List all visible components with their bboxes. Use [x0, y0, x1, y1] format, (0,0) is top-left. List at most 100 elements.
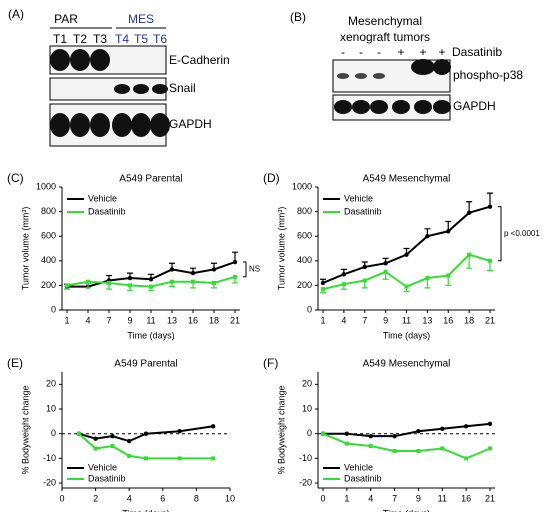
- band: [150, 113, 170, 137]
- treatment-sign: +: [419, 45, 426, 59]
- marker: [446, 273, 451, 278]
- marker: [148, 277, 154, 282]
- error-bar: [487, 192, 493, 207]
- legend-label: Vehicle: [88, 462, 117, 472]
- marker: [110, 444, 115, 449]
- marker: [107, 280, 111, 285]
- y-tick-label: 1000: [292, 181, 312, 191]
- marker: [404, 252, 409, 257]
- lane-label: T5: [134, 32, 148, 46]
- band: [50, 113, 70, 137]
- panel-label: (B): [290, 10, 306, 24]
- panel-b: (B) Mesenchymal xenograft tumors - - - +…: [290, 10, 523, 121]
- x-tick-label: 4: [368, 493, 373, 503]
- lane-label: T6: [153, 32, 167, 46]
- x-axis-label: Time (days): [127, 330, 174, 340]
- marker: [211, 456, 216, 461]
- y-tick-label: 0: [51, 304, 56, 314]
- marker: [149, 284, 153, 289]
- band: [112, 113, 132, 137]
- band: [50, 49, 70, 71]
- group-label: PAR: [54, 12, 78, 26]
- marker: [169, 267, 175, 272]
- marker: [487, 204, 493, 209]
- x-tick-label: 0: [59, 493, 64, 503]
- x-tick-label: 1: [320, 315, 325, 325]
- lane-label: T3: [93, 32, 107, 46]
- annotation: NS: [249, 265, 260, 274]
- row-label: phospho-p38: [453, 68, 523, 82]
- treatment-sign: +: [397, 45, 404, 59]
- y-tick-label: -20: [43, 477, 56, 487]
- x-tick-label: 11: [438, 493, 447, 503]
- marker: [86, 279, 90, 284]
- x-tick-label: 8: [194, 493, 199, 503]
- marker: [144, 456, 148, 461]
- marker: [211, 424, 216, 429]
- marker: [416, 429, 421, 434]
- panel-label: (F): [263, 356, 278, 370]
- x-tick-label: 6: [160, 493, 165, 503]
- y-tick-label: -20: [299, 477, 312, 487]
- marker: [143, 431, 149, 436]
- marker: [321, 287, 325, 292]
- panel-label: (E): [7, 356, 23, 370]
- lane-label: T1: [53, 32, 67, 46]
- band: [433, 100, 451, 114]
- marker: [488, 446, 492, 451]
- x-tick-label: 1: [64, 315, 69, 325]
- x-tick-label: 13: [422, 315, 432, 325]
- y-tick-label: 600: [297, 231, 312, 241]
- marker: [416, 448, 421, 453]
- chart-title: A549 Parental: [119, 174, 182, 185]
- x-tick-label: 9: [383, 315, 388, 325]
- treatment-sign: -: [359, 45, 363, 59]
- x-tick-label: 1: [344, 493, 349, 503]
- x-tick-label: 9: [127, 315, 132, 325]
- marker: [488, 258, 492, 263]
- marker: [404, 284, 409, 289]
- marker: [440, 426, 445, 431]
- band: [133, 84, 149, 94]
- marker: [463, 424, 469, 429]
- marker: [65, 283, 69, 288]
- x-tick-label: 21: [485, 315, 495, 325]
- treatment-sign: -: [341, 45, 345, 59]
- x-tick-label: 21: [230, 315, 240, 325]
- row-label: GAPDH: [453, 99, 496, 113]
- marker: [362, 278, 367, 283]
- row-label: E-Cadherin: [169, 53, 230, 67]
- band: [373, 73, 385, 79]
- x-tick-label: 9: [416, 493, 421, 503]
- annotation-bracket: [498, 206, 502, 262]
- x-tick-label: 10: [225, 493, 235, 503]
- legend-label: Dasatinib: [344, 206, 382, 216]
- band: [70, 113, 90, 137]
- x-tick-label: 21: [485, 493, 495, 503]
- marker: [127, 438, 132, 444]
- row-label: GAPDH: [169, 117, 212, 131]
- x-tick-label: 2: [93, 493, 98, 503]
- series-line: [322, 205, 491, 284]
- marker: [110, 433, 115, 439]
- marker: [191, 279, 195, 284]
- legend-label: Dasatinib: [344, 473, 382, 483]
- series-line: [322, 432, 491, 460]
- y-tick-label: 800: [297, 206, 312, 216]
- x-tick-label: 18: [209, 315, 219, 325]
- group-label: MES: [128, 12, 154, 26]
- y-tick-label: 0: [307, 428, 312, 438]
- x-axis-label: Time (days): [383, 508, 430, 512]
- lane-label: T2: [73, 32, 87, 46]
- y-tick-label: 400: [297, 255, 312, 265]
- marker: [464, 456, 469, 461]
- marker: [425, 234, 430, 239]
- band: [414, 100, 432, 114]
- annotation-bracket: [243, 261, 247, 278]
- x-tick-label: 18: [464, 315, 474, 325]
- y-tick-label: 20: [46, 379, 56, 389]
- x-tick-label: 7: [392, 493, 397, 503]
- marker: [466, 210, 472, 216]
- y-tick-label: -10: [43, 453, 56, 463]
- marker: [177, 456, 182, 461]
